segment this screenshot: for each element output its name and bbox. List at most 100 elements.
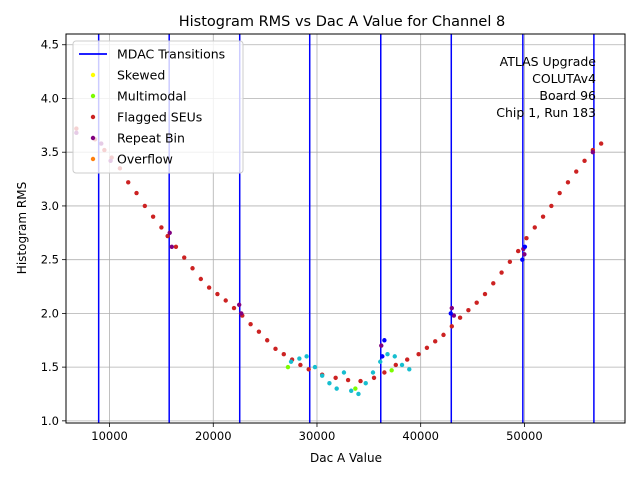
data-point xyxy=(288,359,294,364)
legend-label: Flagged SEUs xyxy=(117,110,202,125)
data-point xyxy=(451,313,457,318)
data-point xyxy=(341,370,347,375)
y-tick-label: 1.0 xyxy=(41,414,59,428)
data-point xyxy=(441,332,446,338)
data-point xyxy=(482,291,488,297)
y-tick-label: 4.5 xyxy=(41,38,59,52)
data-point xyxy=(198,276,204,282)
y-tick-label: 1.5 xyxy=(41,360,59,374)
annotation-line: Chip 1, Run 183 xyxy=(496,105,596,120)
data-point xyxy=(499,270,504,275)
data-point xyxy=(449,305,455,311)
data-point xyxy=(424,345,430,350)
data-point xyxy=(582,158,587,164)
data-point xyxy=(215,291,220,297)
legend: MDAC Transitions Skewed Multimodal Flagged … xyxy=(72,40,244,174)
chart-title: Histogram RMS vs Dac A Value for Channel… xyxy=(179,14,505,30)
data-point xyxy=(169,244,174,249)
legend-point-swatch xyxy=(90,156,96,162)
data-point xyxy=(167,230,172,235)
data-point xyxy=(248,321,253,327)
data-point xyxy=(297,356,302,361)
data-point xyxy=(273,346,278,352)
data-point xyxy=(223,298,228,303)
data-point xyxy=(515,248,521,254)
legend-label: Overflow xyxy=(117,152,173,167)
data-point xyxy=(356,391,361,397)
data-point xyxy=(466,307,471,313)
data-point xyxy=(327,381,332,386)
run-annotation: ATLAS Upgrade COLUTAv4 Board 96 Chip 1, Run… xyxy=(496,54,596,120)
data-point xyxy=(345,377,351,383)
data-point xyxy=(285,364,291,370)
data-point xyxy=(319,373,325,378)
data-point xyxy=(142,203,148,209)
data-point xyxy=(312,364,318,370)
data-point xyxy=(239,311,244,316)
data-point xyxy=(507,259,513,265)
y-tick-label: 3.5 xyxy=(41,145,59,159)
data-point xyxy=(457,315,463,320)
data-point xyxy=(363,381,368,386)
data-point xyxy=(382,370,387,375)
data-point xyxy=(349,388,354,393)
data-point xyxy=(491,281,496,286)
axis-ticks: 10000 20000 30000 40000 50000 1.0 1.5 2.0 2.5 3.0… xyxy=(41,38,543,443)
data-point xyxy=(520,257,525,262)
data-point xyxy=(433,339,438,344)
data-point xyxy=(399,362,405,368)
data-points xyxy=(74,126,604,397)
data-point xyxy=(379,343,384,348)
data-point xyxy=(165,233,170,239)
data-point xyxy=(389,368,394,373)
data-point xyxy=(557,190,562,196)
data-point xyxy=(134,190,139,196)
legend-box xyxy=(72,40,244,174)
x-axis-label: Dac A Value xyxy=(310,451,382,465)
legend-label: Repeat Bin xyxy=(117,131,185,146)
data-point xyxy=(353,386,358,391)
y-tick-label: 2.0 xyxy=(41,306,59,320)
legend-label: MDAC Transitions xyxy=(117,47,225,62)
data-point xyxy=(448,311,453,316)
grid-lines xyxy=(66,34,625,423)
data-point xyxy=(371,375,377,381)
data-point xyxy=(256,329,262,334)
legend-point-swatch xyxy=(90,135,96,141)
data-point xyxy=(590,150,596,155)
data-point xyxy=(182,255,187,260)
data-point xyxy=(522,252,527,257)
data-point xyxy=(474,300,479,305)
legend-point-swatch xyxy=(90,114,96,120)
data-point xyxy=(190,266,195,271)
data-point xyxy=(206,285,212,290)
data-point xyxy=(407,367,412,372)
legend-label: Skewed xyxy=(117,68,165,83)
data-point xyxy=(159,225,164,230)
data-point xyxy=(173,244,179,249)
data-point xyxy=(524,235,529,241)
data-point xyxy=(126,180,131,185)
data-point xyxy=(281,352,286,357)
plot-frame xyxy=(65,33,626,424)
data-point xyxy=(378,359,383,364)
data-point xyxy=(385,352,390,357)
legend-point-swatch xyxy=(90,72,96,78)
annotation-line: ATLAS Upgrade xyxy=(500,54,597,69)
x-tick-label: 40000 xyxy=(402,429,439,443)
data-point xyxy=(304,354,309,359)
data-point xyxy=(264,338,270,343)
data-point xyxy=(393,362,398,368)
x-tick-label: 30000 xyxy=(299,429,336,443)
y-tick-label: 4.0 xyxy=(41,91,59,105)
y-tick-label: 2.5 xyxy=(41,253,59,267)
data-point xyxy=(334,386,339,391)
data-point xyxy=(306,367,311,372)
data-point xyxy=(382,338,387,343)
data-point xyxy=(416,352,421,357)
data-point xyxy=(532,225,537,230)
data-point xyxy=(236,302,242,307)
data-point xyxy=(574,169,579,174)
data-point xyxy=(549,203,554,209)
